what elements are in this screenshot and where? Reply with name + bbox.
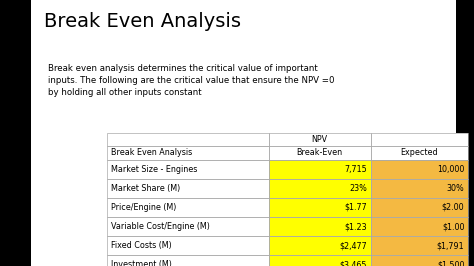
Bar [107, 160, 269, 179]
Bar [107, 133, 269, 146]
Text: Fixed Costs (M): Fixed Costs (M) [111, 241, 172, 250]
Bar [107, 160, 269, 179]
Text: Break Even Analysis: Break Even Analysis [111, 148, 192, 157]
Bar [371, 146, 468, 160]
Text: 10,000: 10,000 [437, 165, 465, 174]
Bar [371, 133, 468, 146]
Text: $1.77: $1.77 [344, 203, 367, 212]
Bar [107, 236, 269, 255]
Bar [371, 198, 468, 217]
Text: Break-Even: Break-Even [297, 148, 343, 157]
Text: Break Even Analysis: Break Even Analysis [44, 12, 240, 31]
Bar [269, 179, 371, 198]
Bar [269, 160, 371, 179]
Bar [269, 255, 371, 266]
Bar [107, 146, 269, 160]
Bar [107, 179, 269, 198]
Bar [269, 133, 371, 146]
Bar [107, 217, 269, 236]
Bar [371, 217, 468, 236]
Text: Expected: Expected [401, 148, 438, 157]
Text: $1,500: $1,500 [437, 260, 465, 266]
Bar [31, 0, 456, 266]
Bar [107, 146, 269, 160]
Bar [269, 198, 371, 217]
Text: Price/Engine (M): Price/Engine (M) [111, 203, 176, 212]
Text: 7,715: 7,715 [344, 165, 367, 174]
Bar [371, 198, 468, 217]
Bar [107, 198, 269, 217]
Bar [107, 133, 269, 146]
Text: $1.00: $1.00 [442, 222, 465, 231]
Bar [269, 236, 371, 255]
Text: $1,791: $1,791 [437, 241, 465, 250]
Bar [269, 217, 371, 236]
Bar [371, 255, 468, 266]
Bar [371, 236, 468, 255]
Text: Market Share (M): Market Share (M) [111, 184, 180, 193]
Text: NPV: NPV [311, 135, 328, 144]
Text: Variable Cost/Engine (M): Variable Cost/Engine (M) [111, 222, 210, 231]
Bar [269, 198, 371, 217]
Bar [269, 146, 371, 160]
Bar [269, 133, 371, 146]
Text: $1.23: $1.23 [344, 222, 367, 231]
Bar [107, 217, 269, 236]
Bar [107, 198, 269, 217]
Text: Break even analysis determines the critical value of important
inputs. The follo: Break even analysis determines the criti… [48, 64, 334, 97]
Bar [371, 160, 468, 179]
Bar [371, 217, 468, 236]
Bar [107, 255, 269, 266]
Bar [371, 133, 468, 146]
Bar [269, 236, 371, 255]
Bar [371, 255, 468, 266]
Bar [107, 255, 269, 266]
Text: 30%: 30% [447, 184, 465, 193]
Text: $2.00: $2.00 [442, 203, 465, 212]
Bar [371, 146, 468, 160]
Text: $2,477: $2,477 [339, 241, 367, 250]
Bar [269, 160, 371, 179]
Bar [107, 179, 269, 198]
Bar [269, 217, 371, 236]
Bar [269, 146, 371, 160]
Bar [107, 236, 269, 255]
Bar [371, 236, 468, 255]
Text: 23%: 23% [349, 184, 367, 193]
Text: Market Size - Engines: Market Size - Engines [111, 165, 198, 174]
Text: Investment (M): Investment (M) [111, 260, 172, 266]
Text: $3,465: $3,465 [339, 260, 367, 266]
Bar [371, 179, 468, 198]
Bar [269, 179, 371, 198]
Bar [371, 179, 468, 198]
Bar [269, 255, 371, 266]
Bar [371, 160, 468, 179]
